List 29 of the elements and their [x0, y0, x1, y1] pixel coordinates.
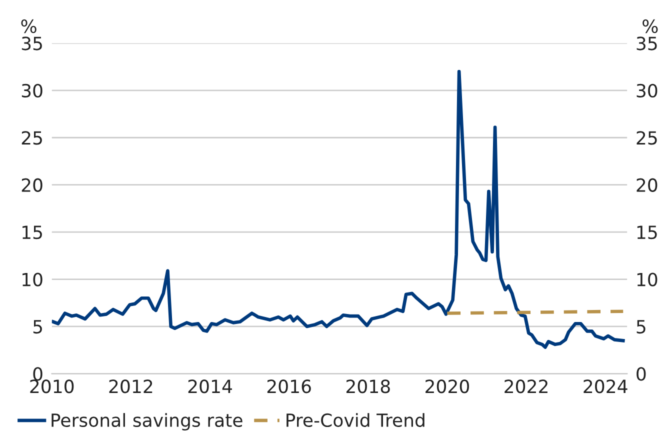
x-tick-label: 2014 — [188, 380, 232, 394]
y-tick-label: 5 — [33, 320, 42, 334]
y2-tick-label: 5 — [636, 320, 646, 334]
y-tick-label: 15 — [22, 226, 42, 240]
legend-label: Pre-Covid Trend — [286, 413, 424, 428]
y2-tick-label: 30 — [636, 84, 658, 98]
y-tick-label: 25 — [22, 131, 42, 145]
y-tick-label: 30 — [22, 84, 42, 98]
y-tick-label: 0 — [33, 367, 42, 381]
y-tick-label: 35 — [22, 36, 42, 50]
y2-tick-label: 35 — [636, 36, 657, 50]
y2-axis-title: % — [642, 19, 658, 34]
x-tick-label: 2012 — [109, 380, 152, 394]
y2-tick-label: 25 — [636, 131, 657, 145]
y2-tick-label: 20 — [636, 178, 658, 192]
x-tick-label: 2018 — [346, 380, 390, 394]
x-tick-label: 2022 — [504, 380, 548, 394]
y2-tick-label: 0 — [636, 367, 646, 381]
y2-tick-label: 15 — [637, 226, 657, 240]
line-series — [52, 70, 625, 349]
legend-label: Personal savings rate — [52, 413, 242, 431]
x-tick-label: 2016 — [267, 380, 311, 394]
y-axis-title: % — [21, 19, 36, 34]
y-tick-label: 10 — [22, 272, 42, 286]
x-tick-label: 2020 — [426, 380, 469, 394]
x-tick-label: 2010 — [30, 380, 74, 394]
y-tick-label: 20 — [22, 178, 42, 192]
x-tick-label: 2024 — [584, 380, 628, 394]
y2-tick-label: 10 — [637, 272, 658, 286]
